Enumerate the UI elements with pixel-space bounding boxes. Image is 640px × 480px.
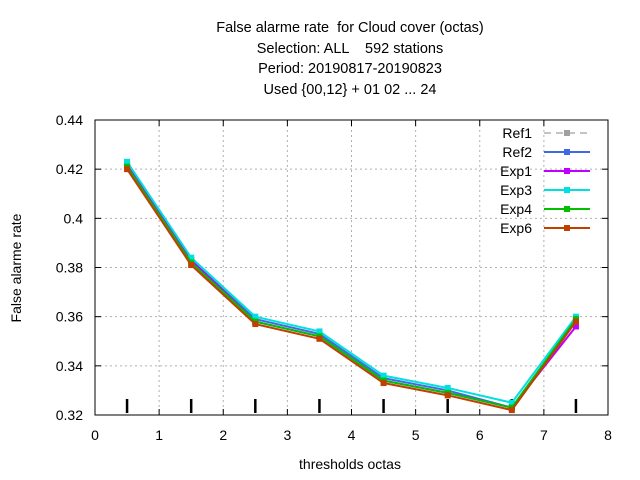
legend-marker-exp6 bbox=[564, 225, 570, 231]
y-tick-label: 0.32 bbox=[56, 407, 83, 423]
title-line-2: Selection: ALL 592 stations bbox=[256, 40, 444, 57]
legend-label-exp4: Exp4 bbox=[500, 201, 532, 217]
data-point-exp6 bbox=[508, 407, 515, 414]
legend-label-ref1: Ref1 bbox=[502, 125, 532, 141]
series-line-exp4 bbox=[126, 166, 577, 409]
data-point-exp6 bbox=[188, 262, 195, 269]
x-tick-label: 6 bbox=[476, 427, 484, 443]
x-tick-label: 4 bbox=[348, 427, 356, 443]
data-point-exp6 bbox=[124, 166, 131, 173]
x-tick-label: 3 bbox=[283, 427, 291, 443]
y-tick-label: 0.4 bbox=[64, 210, 84, 226]
x-tick-label: 0 bbox=[91, 427, 99, 443]
x-tick-label: 7 bbox=[540, 427, 548, 443]
data-point-exp6 bbox=[380, 380, 387, 387]
title-line-4: Used {00,12} + 01 02 ... 24 bbox=[263, 81, 437, 98]
chart-title: False alarme rate for Cloud cover (octas… bbox=[150, 18, 550, 100]
data-point-exp3 bbox=[252, 313, 259, 320]
data-point-exp3 bbox=[380, 372, 387, 379]
x-tick-label: 2 bbox=[219, 427, 227, 443]
title-line-1: False alarme rate for Cloud cover (octas… bbox=[216, 20, 484, 36]
data-point-exp6 bbox=[444, 392, 451, 399]
legend-marker-ref1 bbox=[564, 130, 570, 136]
data-point-exp3 bbox=[124, 158, 131, 165]
legend-marker-exp3 bbox=[564, 187, 570, 193]
y-tick-label: 0.42 bbox=[56, 161, 83, 177]
x-axis-label: thresholds octas bbox=[299, 456, 401, 472]
y-tick-label: 0.44 bbox=[56, 112, 83, 128]
title-line-3: Period: 20190817-20190823 bbox=[258, 61, 442, 77]
data-point-exp6 bbox=[316, 335, 323, 342]
series-line-exp6 bbox=[126, 168, 577, 412]
data-point-exp6 bbox=[252, 321, 259, 328]
legend-label-ref2: Ref2 bbox=[502, 144, 532, 160]
data-point-exp3 bbox=[188, 254, 195, 261]
series-line-exp3 bbox=[126, 161, 577, 404]
legend-marker-exp1 bbox=[564, 168, 570, 174]
legend-marker-ref2 bbox=[564, 149, 570, 155]
legend-label-exp6: Exp6 bbox=[500, 220, 532, 236]
data-point-exp3 bbox=[444, 384, 451, 391]
x-tick-label: 1 bbox=[155, 427, 163, 443]
legend-marker-exp4 bbox=[564, 206, 570, 212]
x-tick-label: 5 bbox=[412, 427, 420, 443]
data-point-exp6 bbox=[572, 318, 579, 325]
data-point-exp1 bbox=[572, 323, 579, 330]
data-point-exp3 bbox=[316, 328, 323, 335]
y-tick-label: 0.36 bbox=[56, 309, 83, 325]
legend-label-exp3: Exp3 bbox=[500, 182, 532, 198]
y-tick-label: 0.38 bbox=[56, 260, 83, 276]
data-point-exp3 bbox=[508, 399, 515, 406]
y-axis-label: False alarme rate bbox=[8, 213, 24, 323]
x-tick-label: 8 bbox=[604, 427, 612, 443]
legend-label-exp1: Exp1 bbox=[500, 163, 532, 179]
y-tick-label: 0.34 bbox=[56, 358, 83, 374]
